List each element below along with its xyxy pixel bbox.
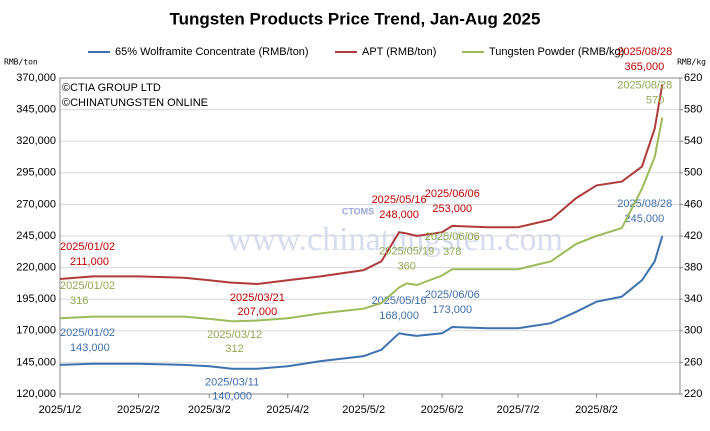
x-tick-label: 2025/4/2	[266, 404, 309, 416]
legend-label: Tungsten Powder (RMB/kg)	[489, 46, 624, 58]
y2-tick-label: 420	[684, 230, 702, 242]
date-label: 2025/01/02	[60, 280, 115, 292]
value-label: 570	[646, 94, 664, 106]
value-label: 207,000	[238, 306, 278, 318]
y2-tick-label: 540	[684, 135, 702, 147]
x-tick-label: 2025/1/2	[39, 404, 82, 416]
copyright: ©CHINATUNGSTEN ONLINE	[62, 97, 208, 109]
y-tick-label: 245,000	[16, 230, 56, 242]
y-tick-label: 270,000	[16, 198, 56, 210]
date-label: 2025/01/02	[60, 241, 115, 253]
y2-tick-label: 340	[684, 293, 702, 305]
y-tick-label: 220,000	[16, 262, 56, 274]
y-tick-label: 145,000	[16, 356, 56, 368]
y2-tick-label: 300	[684, 325, 702, 337]
logo: CTOMS	[342, 206, 374, 216]
y2-tick-label: 460	[684, 198, 702, 210]
y2-tick-label: 580	[684, 104, 702, 116]
y2-tick-label: 260	[684, 356, 702, 368]
date-label: 2025/01/02	[60, 327, 115, 339]
date-label: 2025/03/11	[205, 377, 259, 389]
y2-tick-label: 500	[684, 167, 702, 179]
date-label: 2025/05/16	[372, 194, 427, 206]
value-label: 360	[398, 260, 416, 272]
value-label: 143,000	[70, 342, 110, 354]
series-line	[59, 84, 664, 286]
date-label: 2025/06/06	[425, 188, 480, 200]
plot-frame	[59, 77, 681, 395]
y-tick-label: 170,000	[16, 325, 56, 337]
legend-label: 65% Wolframite Concentrate (RMB/ton)	[115, 46, 309, 58]
y-tick-label: 195,000	[16, 293, 56, 305]
y-tick-label: 370,000	[16, 72, 56, 84]
y-axis-label: RMB/ton	[4, 58, 38, 67]
x-tick-label: 2025/2/2	[117, 404, 160, 416]
x-tick-label: 2025/7/2	[497, 404, 540, 416]
value-label: 365,000	[625, 61, 665, 73]
y2-tick-label: 620	[684, 72, 702, 84]
value-label: 168,000	[379, 310, 419, 322]
date-label: 2025/06/06	[425, 231, 480, 243]
value-label: 140,000	[212, 391, 252, 403]
date-label: 2025/05/19	[379, 245, 434, 257]
y-tick-label: 320,000	[16, 135, 56, 147]
value-label: 316	[70, 295, 88, 307]
y-tick-label: 120,000	[16, 388, 56, 400]
date-label: 2025/03/21	[230, 292, 285, 304]
x-tick-label: 2025/6/2	[421, 404, 464, 416]
value-label: 173,000	[432, 304, 472, 316]
date-label: 2025/05/16	[372, 295, 427, 307]
y-tick-label: 295,000	[16, 167, 56, 179]
value-label: 211,000	[70, 256, 109, 268]
date-label: 2025/08/28	[617, 79, 672, 91]
series-line	[59, 117, 664, 323]
y2-tick-label: 380	[684, 262, 702, 274]
date-label: 2025/06/06	[425, 289, 480, 301]
date-label: 2025/08/28	[617, 198, 672, 210]
x-tick-label: 2025/5/2	[342, 404, 385, 416]
y-tick-label: 345,000	[16, 104, 56, 116]
value-label: 248,000	[379, 209, 419, 221]
value-label: 253,000	[432, 203, 472, 215]
series-line	[59, 235, 664, 370]
copyright: ©CTIA GROUP LTD	[62, 82, 161, 94]
x-tick-label: 2025/3/2	[188, 404, 231, 416]
x-tick-label: 2025/8/2	[575, 404, 618, 416]
date-label: 2025/03/12	[207, 329, 262, 341]
legend-label: APT (RMB/ton)	[362, 46, 436, 58]
value-label: 378	[443, 246, 461, 258]
chart-title: Tungsten Products Price Trend, Jan-Aug 2…	[170, 9, 541, 28]
y2-axis-label: RMB/kg	[677, 58, 706, 67]
value-label: 312	[225, 343, 243, 355]
date-label: 2025/08/28	[617, 46, 672, 58]
value-label: 245,000	[625, 213, 665, 225]
y2-tick-label: 220	[684, 388, 702, 400]
